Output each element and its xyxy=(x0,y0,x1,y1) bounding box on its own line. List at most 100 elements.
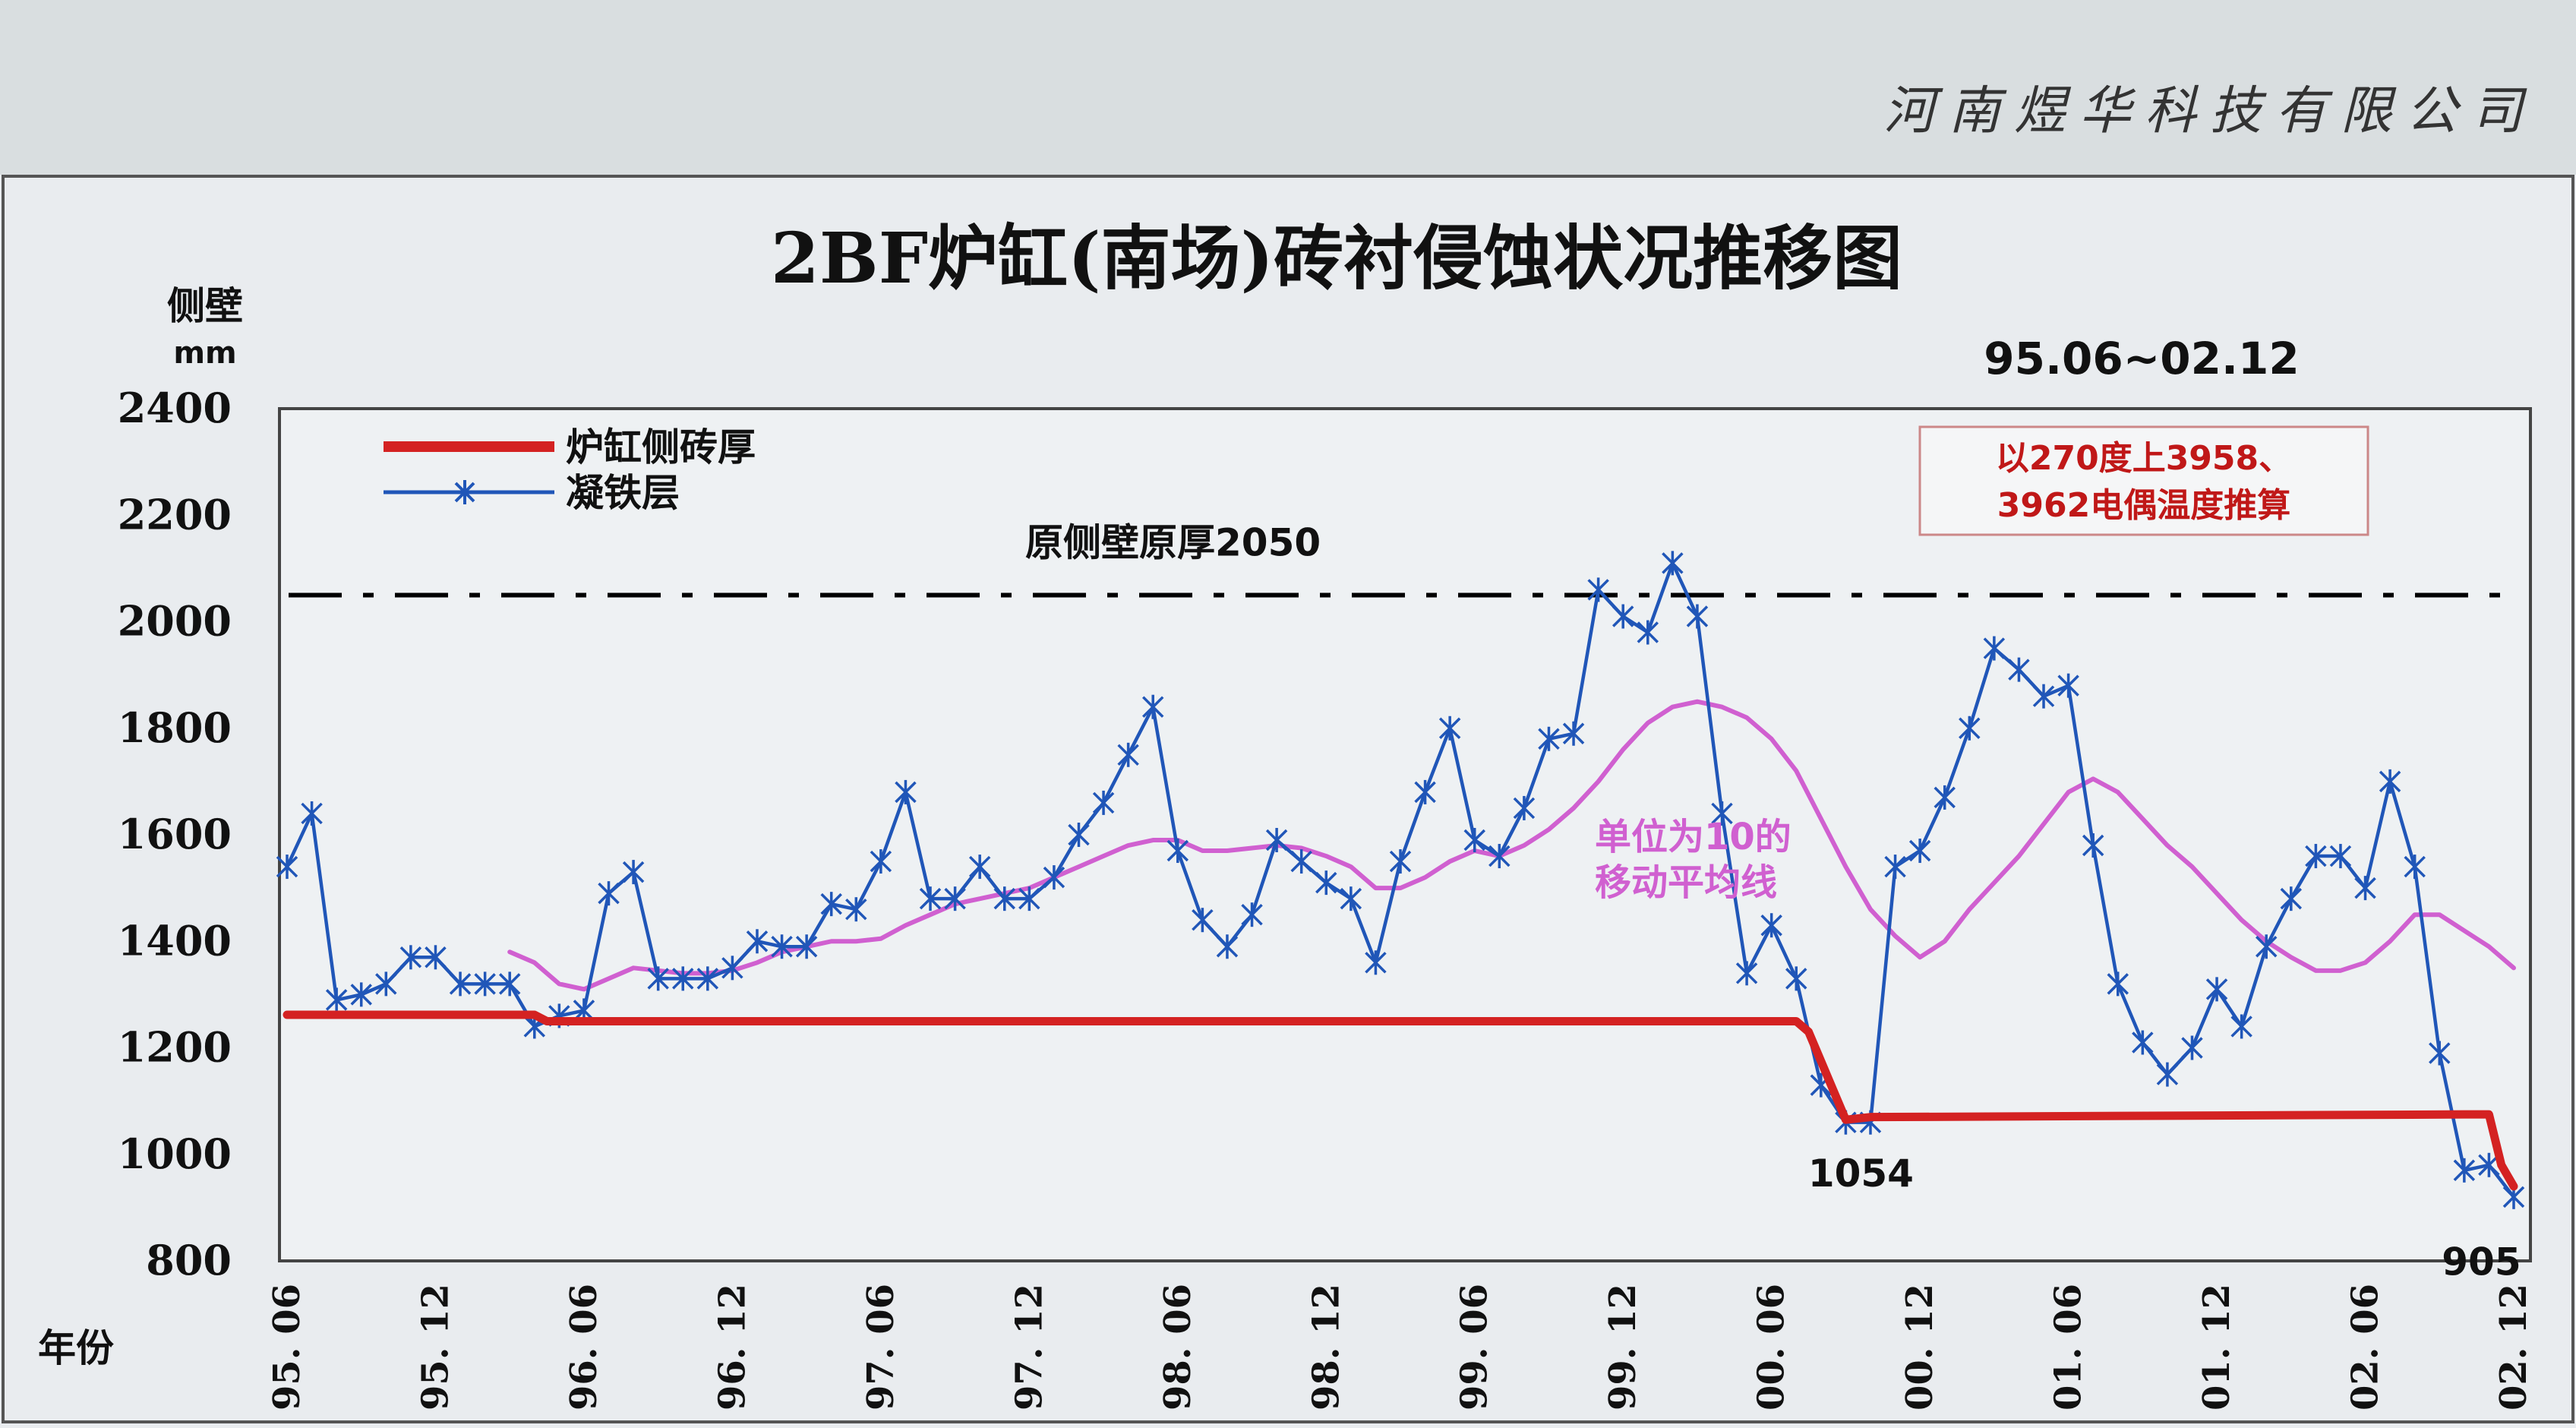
iron-layer-point xyxy=(2305,844,2327,869)
iron-layer-point xyxy=(1983,636,2006,661)
iron-layer-point xyxy=(2453,1158,2476,1183)
series-layer xyxy=(276,551,2525,1209)
iron-layer-point xyxy=(1092,790,1115,815)
outer-frame xyxy=(2,175,2574,1423)
company-name: 河南煜华科技有限公司 xyxy=(1883,81,2537,141)
iron-layer-point xyxy=(647,966,669,991)
iron-layer-point xyxy=(944,886,966,911)
x-tick-label: 99. 06 xyxy=(1454,1284,1496,1411)
y-tick-label: 1000 xyxy=(118,1129,232,1178)
iron-layer-point xyxy=(2379,769,2401,794)
iron-layer-point xyxy=(1562,721,1585,746)
iron-layer-point xyxy=(2082,833,2104,858)
iron-layer-point xyxy=(1513,795,1536,820)
chart-subtitle: 95.06~02.12 xyxy=(1984,333,2300,384)
x-tick-label: 97. 12 xyxy=(1008,1284,1050,1411)
iron-layer-point xyxy=(2008,657,2030,682)
iron-layer-point xyxy=(2255,934,2278,959)
x-tick-label: 98. 06 xyxy=(1157,1284,1199,1411)
iron-layer-point xyxy=(325,987,348,1013)
x-tick-labels: 95. 06 95. 12 96. 06 96. 12 97. 06 97. 12 98. … xyxy=(266,1284,2535,1411)
x-tick-label: 00. 06 xyxy=(1750,1284,1793,1411)
x-tick-label: 99. 12 xyxy=(1602,1284,1644,1411)
iron-layer-point xyxy=(1043,865,1065,890)
iron-layer-point xyxy=(1315,870,1337,896)
ma-label-line-2: 移动平均线 xyxy=(1595,861,1777,904)
x-tick-label: 97. 06 xyxy=(860,1284,902,1411)
iron-layer-point xyxy=(1612,604,1634,629)
iron-layer-point xyxy=(1216,934,1239,959)
iron-layer-point xyxy=(449,971,472,997)
iron-layer-point xyxy=(1414,779,1436,804)
iron-layer-point xyxy=(1934,785,1956,810)
iron-layer-point xyxy=(1241,902,1263,927)
iron-layer-point xyxy=(1587,577,1609,602)
iron-layer-point xyxy=(1908,839,1931,864)
iron-layer-point xyxy=(1365,950,1387,975)
iron-layer-point xyxy=(1538,726,1560,751)
y-tick-labels: 2400 2200 2000 1800 1600 1400 1200 1000 800 xyxy=(118,384,232,1284)
legend-label-brick: 炉缸侧砖厚 xyxy=(566,425,756,469)
iron-layer-point xyxy=(1785,966,1807,991)
y-tick-label: 1400 xyxy=(118,916,232,965)
iron-layer-point xyxy=(2181,1035,2203,1060)
note-box: 以270度上3958、 3962电偶温度推算 xyxy=(1918,425,2369,536)
iron-layer-point xyxy=(845,897,867,922)
iron-layer-point xyxy=(1166,839,1189,864)
x-tick-label: 96. 12 xyxy=(711,1284,753,1411)
x-tick-label: 00. 12 xyxy=(1899,1284,1941,1411)
iron-layer-point xyxy=(1637,620,1659,645)
iron-layer-point xyxy=(1662,551,1684,576)
ma-label-line-1: 单位为10的 xyxy=(1595,816,1792,858)
iron-layer-point xyxy=(301,801,323,826)
x-tick-label: 95. 06 xyxy=(266,1284,308,1411)
iron-layer-point xyxy=(895,779,917,804)
iron-layer-point xyxy=(1711,801,1733,826)
series-moving-average xyxy=(507,699,2516,992)
iron-layer-point xyxy=(1117,742,1139,767)
y-axis-label: 侧壁 xyxy=(167,284,243,328)
iron-layer-point xyxy=(598,881,620,906)
y-tick-label: 1200 xyxy=(118,1023,232,1072)
iron-layer-point xyxy=(276,855,298,880)
iron-layer-point xyxy=(1068,823,1090,847)
note-line-2: 3962电偶温度推算 xyxy=(1997,486,2290,525)
y-axis-unit: mm xyxy=(173,336,236,371)
x-tick-label: 95. 12 xyxy=(414,1284,456,1411)
iron-layer-point xyxy=(1018,886,1040,911)
y-tick-label: 2200 xyxy=(118,490,232,539)
iron-layer-point xyxy=(1141,694,1164,719)
x-tick-label: 01. 06 xyxy=(2047,1284,2090,1411)
chart-title: 2BF炉缸(南场)砖衬侵蚀状况推移图 xyxy=(771,217,1902,299)
iron-layer-point xyxy=(795,934,818,959)
reference-label: 原侧壁原厚2050 xyxy=(1025,520,1321,564)
y-tick-label: 2400 xyxy=(118,384,232,432)
iron-layer-point xyxy=(1735,961,1758,986)
iron-layer-point xyxy=(2280,886,2303,911)
iron-layer-point xyxy=(2057,673,2079,698)
legend: 炉缸侧砖厚 凝铁层 xyxy=(384,425,756,515)
iron-layer-point xyxy=(820,892,842,917)
iron-layer-point xyxy=(1192,908,1214,933)
note-line-1: 以270度上3958、 xyxy=(1996,439,2292,478)
iron-layer-point xyxy=(498,971,521,997)
y-tick-label: 800 xyxy=(146,1236,232,1284)
iron-layer-point xyxy=(1959,716,1981,741)
x-tick-label: 96. 06 xyxy=(563,1284,605,1411)
point-label-1054: 1054 xyxy=(1808,1152,1914,1196)
x-tick-label: 01. 12 xyxy=(2196,1284,2238,1411)
iron-layer-point xyxy=(1760,913,1782,938)
iron-layer-point xyxy=(2156,1062,2179,1087)
plot-area xyxy=(278,407,2532,1262)
iron-layer-point xyxy=(1488,844,1511,869)
iron-layer-point xyxy=(1884,855,1906,880)
series-brick-thickness xyxy=(283,1010,2518,1191)
iron-layer-point xyxy=(350,982,372,1007)
iron-layer-point xyxy=(375,971,397,997)
x-tick-label: 98. 12 xyxy=(1305,1284,1347,1411)
iron-layer-point xyxy=(1265,828,1288,853)
iron-layer-point xyxy=(672,966,694,991)
iron-layer-point xyxy=(425,945,447,970)
iron-layer-point xyxy=(2107,971,2129,997)
